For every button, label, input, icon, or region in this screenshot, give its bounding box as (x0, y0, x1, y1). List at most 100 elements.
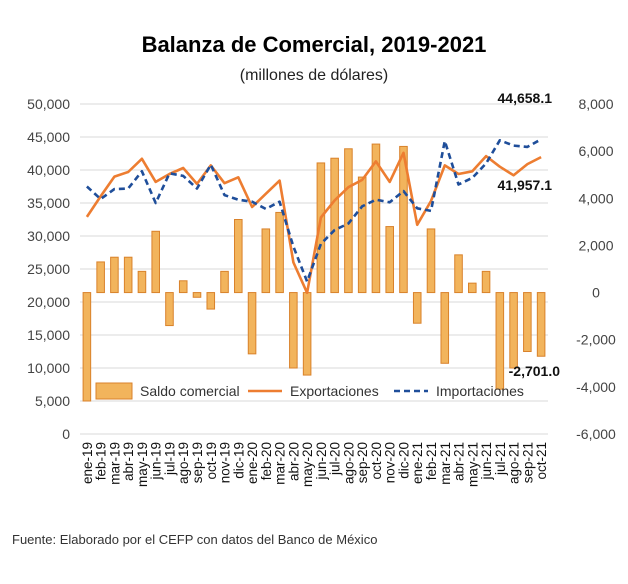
x-tick-label: ene-19 (80, 442, 95, 484)
saldo-bars (82, 143, 546, 402)
x-tick-label: abr-19 (121, 442, 136, 481)
x-tick-label: sep-19 (190, 442, 205, 483)
x-tick-label: jun-19 (149, 442, 164, 481)
annotation-label: 41,957.1 (498, 177, 553, 193)
right-axis: -6,000 -4,000 -2,000 0 2,000 4,000 6,000 8,000 (576, 96, 616, 442)
x-tick-label: oct-20 (369, 442, 384, 480)
bar-saldo (468, 282, 477, 294)
line-exportaciones (85, 151, 542, 295)
right-tick-label: 4,000 (578, 190, 613, 206)
x-tick-label: nov-20 (383, 442, 398, 483)
bar-saldo (412, 292, 422, 324)
bar-saldo (192, 292, 202, 298)
bar-saldo (454, 254, 463, 294)
x-tick-label: jul-21 (493, 442, 508, 476)
x-tick-label: ago-21 (507, 442, 522, 484)
left-tick-label: 15,000 (27, 327, 70, 343)
x-tick-label: abr-21 (452, 442, 467, 481)
chart-subtitle: (millones de dólares) (240, 67, 389, 84)
right-tick-label: 8,000 (578, 96, 613, 112)
left-tick-label: 45,000 (27, 129, 70, 145)
x-tick-label: sep-21 (520, 442, 535, 483)
right-tick-label: -2,000 (576, 332, 616, 348)
bar-saldo (289, 292, 298, 369)
bar-saldo (96, 261, 105, 294)
x-tick-label: jul-20 (328, 442, 343, 476)
bar-saldo (123, 256, 133, 294)
x-tick-label: jun-20 (314, 442, 329, 481)
bar-saldo (247, 292, 257, 355)
legend-swatch-saldo (95, 382, 133, 400)
left-tick-label: 0 (62, 426, 70, 442)
left-tick-label: 35,000 (27, 195, 70, 211)
x-tick-label: dic-20 (396, 442, 411, 479)
bar-saldo (330, 157, 339, 294)
x-tick-label: ago-20 (341, 442, 356, 484)
x-tick-label: may-19 (135, 442, 150, 487)
bar-saldo (261, 228, 271, 294)
x-tick-label: may-21 (465, 442, 480, 487)
source-note: Fuente: Elaborado por el CEFP con datos … (12, 532, 377, 547)
bar-saldo (151, 230, 160, 294)
x-tick-label: feb-20 (259, 442, 274, 480)
x-tick-label: feb-21 (424, 442, 439, 480)
left-tick-label: 50,000 (27, 96, 70, 112)
x-tick-label: mar-21 (438, 442, 453, 485)
x-tick-label: nov-19 (218, 442, 233, 483)
bar-saldo (399, 145, 408, 294)
trade-lines (85, 138, 542, 295)
x-tick-label: ene-20 (245, 442, 260, 484)
bar-saldo (481, 270, 491, 294)
annotation-label: 44,658.1 (498, 90, 553, 106)
legend: Saldo comercial Exportaciones Importacione… (95, 382, 524, 400)
bar-saldo (536, 292, 546, 357)
x-tick-label: mar-20 (273, 442, 288, 485)
x-tick-label: jul-19 (162, 442, 177, 476)
left-tick-label: 5,000 (35, 393, 70, 409)
chart-title: Balanza de Comercial, 2019-2021 (142, 32, 487, 57)
bar-saldo (275, 211, 284, 294)
legend-label: Saldo comercial (140, 383, 240, 399)
right-tick-label: 2,000 (578, 237, 613, 253)
bar-saldo (385, 226, 394, 294)
annotation-label: -2,701.0 (509, 363, 561, 379)
left-tick-label: 30,000 (27, 228, 70, 244)
legend-label: Importaciones (436, 383, 524, 399)
bar-saldo (357, 176, 367, 294)
bar-saldo (110, 256, 119, 294)
x-tick-label: mar-19 (107, 442, 122, 485)
bar-saldo (495, 292, 505, 390)
line-importaciones (86, 138, 542, 283)
left-tick-label: 40,000 (27, 162, 70, 178)
x-tick-label: ago-19 (176, 442, 191, 484)
bar-saldo (426, 228, 436, 294)
legend-label: Exportaciones (290, 383, 379, 399)
bar-saldo (302, 292, 312, 376)
x-axis: ene-19feb-19mar-19abr-19may-19jun-19jul-… (80, 442, 549, 487)
bar-saldo (509, 292, 518, 369)
x-tick-label: abr-20 (286, 442, 301, 481)
bar-saldo (178, 280, 188, 294)
bar-saldo (137, 270, 147, 294)
right-tick-label: 0 (592, 285, 600, 301)
bar-saldo (234, 219, 243, 294)
right-tick-label: -6,000 (576, 426, 616, 442)
x-tick-label: feb-19 (94, 442, 109, 480)
bar-saldo (220, 270, 229, 294)
x-tick-label: jun-21 (479, 442, 494, 481)
x-tick-label: sep-20 (355, 442, 370, 483)
left-tick-label: 20,000 (27, 294, 70, 310)
left-tick-label: 25,000 (27, 261, 70, 277)
x-tick-label: may-20 (300, 442, 315, 487)
left-axis: 0 5,000 10,000 15,000 20,000 25,000 30,000 35,0… (27, 96, 70, 442)
right-tick-label: -4,000 (576, 379, 616, 395)
bar-saldo (165, 292, 174, 327)
x-tick-label: oct-19 (204, 442, 219, 480)
bar-saldo (206, 292, 216, 310)
x-tick-label: dic-19 (231, 442, 246, 479)
right-tick-label: 6,000 (578, 143, 613, 159)
bar-saldo (82, 292, 92, 402)
x-tick-label: ene-21 (410, 442, 425, 484)
annotations: 44,658.1 41,957.1 -2,701.0 (498, 90, 561, 379)
